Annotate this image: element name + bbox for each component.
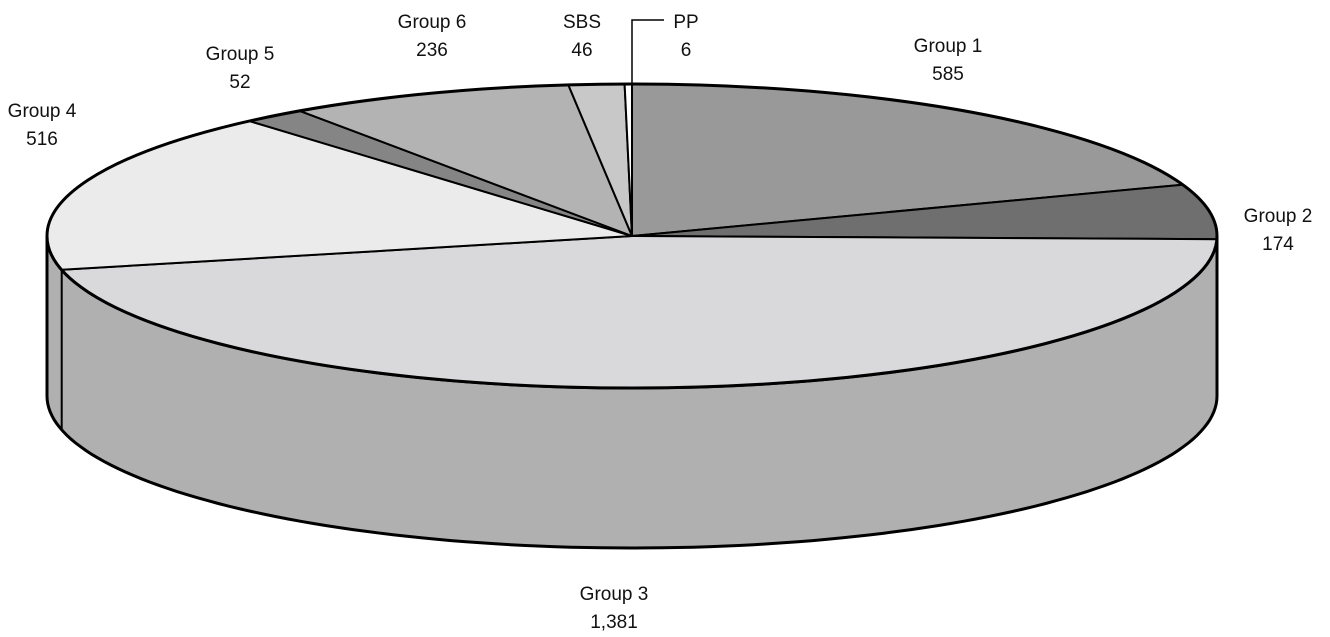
label-group-3: Group 3 1,381 xyxy=(580,584,649,633)
slice-value-group-1: 585 xyxy=(932,64,964,85)
slice-label-pp: PP xyxy=(673,12,698,33)
slice-value-sbs: 46 xyxy=(571,40,592,61)
slice-label-group-6: Group 6 xyxy=(398,12,467,33)
label-group-6: Group 6 236 xyxy=(398,12,467,61)
label-sbs: SBS 46 xyxy=(563,12,601,61)
slice-value-pp: 6 xyxy=(681,40,692,61)
slice-value-group-5: 52 xyxy=(229,72,250,93)
label-group-5: Group 5 52 xyxy=(206,44,275,93)
slice-label-group-5: Group 5 xyxy=(206,44,275,65)
slice-label-group-3: Group 3 xyxy=(580,584,649,605)
slice-value-group-6: 236 xyxy=(416,40,448,61)
slice-value-group-3: 1,381 xyxy=(590,612,638,633)
pie-labels: Group 1 585 Group 2 174 Group 3 1,381 Group 4 5… xyxy=(8,12,1313,633)
label-group-4: Group 4 516 xyxy=(8,101,77,150)
leader-line-pp xyxy=(631,19,664,84)
label-pp: PP 6 xyxy=(673,12,698,61)
slice-value-group-4: 516 xyxy=(26,129,58,150)
slice-label-group-4: Group 4 xyxy=(8,101,77,122)
label-group-1: Group 1 585 xyxy=(914,36,983,85)
slice-label-group-1: Group 1 xyxy=(914,36,983,57)
slice-label-group-2: Group 2 xyxy=(1244,206,1313,227)
pie-top-group xyxy=(45,82,1219,390)
slice-label-sbs: SBS xyxy=(563,12,601,33)
label-group-2: Group 2 174 xyxy=(1244,206,1313,255)
slice-value-group-2: 174 xyxy=(1262,234,1294,255)
